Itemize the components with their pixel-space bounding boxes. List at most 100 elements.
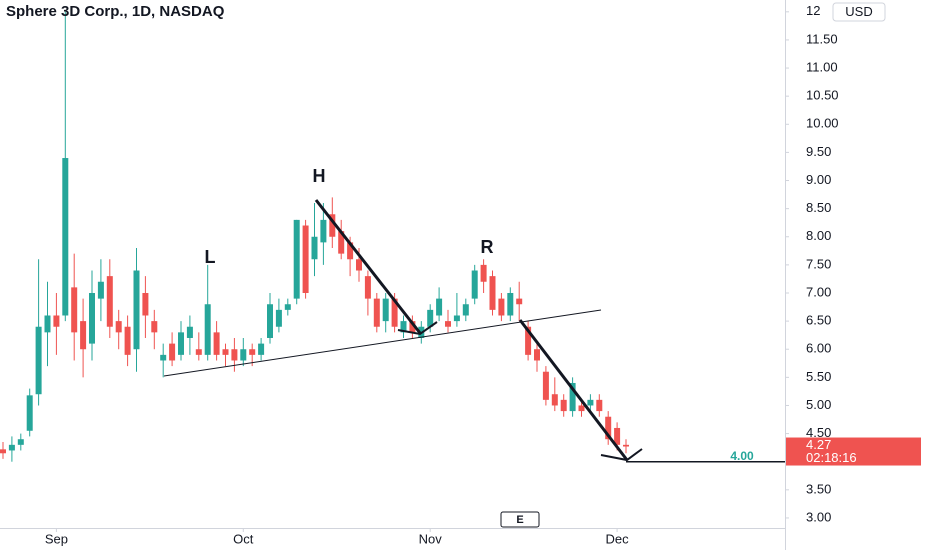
candle-body (400, 321, 407, 333)
candle-body (80, 321, 87, 350)
arrow-head (600, 448, 643, 462)
candle-body (364, 276, 371, 299)
currency-label[interactable]: USD (845, 4, 872, 19)
price-badge-value: 4.27 (806, 437, 831, 452)
candle-body (578, 405, 585, 412)
y-tick-label: 11.00 (806, 59, 838, 74)
candle-body (347, 242, 354, 260)
candle-body (204, 304, 211, 355)
y-tick-label: 9.50 (806, 144, 831, 159)
candle-body (267, 304, 273, 338)
price-badge-countdown: 02:18:16 (806, 450, 857, 465)
candle-body (17, 439, 24, 445)
candle-body (302, 225, 309, 293)
drawings (163, 199, 643, 462)
candle-body (8, 444, 15, 451)
arrow-line (518, 319, 629, 461)
currency-button[interactable] (832, 2, 886, 22)
candle-body (427, 309, 434, 327)
y-tick-label: 8.00 (806, 228, 831, 243)
candle-body (560, 399, 567, 412)
candle-body (249, 349, 256, 355)
candle-body (471, 270, 478, 299)
candle-body (551, 394, 558, 406)
y-tick-label: 4.50 (806, 425, 831, 440)
annotation: H (313, 166, 326, 186)
candle-body (160, 354, 167, 361)
candle-body (391, 298, 398, 327)
candle-body (0, 449, 6, 454)
y-tick-label: 7.00 (806, 284, 831, 299)
y-tick-label: 8.50 (806, 200, 831, 215)
candle-body (44, 315, 51, 333)
candle-body (284, 304, 291, 310)
candle-body (605, 416, 612, 440)
y-tick-label: 7.50 (806, 256, 831, 271)
neckline (163, 309, 602, 377)
candle-body (151, 321, 158, 333)
plot-area: 4.00 (0, 11, 785, 463)
candle-body (623, 444, 629, 447)
target-line-label: 4.00 (730, 449, 754, 463)
candle-body (534, 349, 540, 361)
candle-body (26, 395, 33, 431)
y-tick-label: 10.50 (806, 88, 839, 103)
candle-body (62, 158, 69, 316)
candle-body (462, 304, 469, 316)
x-tick-label: Oct (233, 531, 254, 546)
candle-body (489, 276, 496, 310)
candle-body (115, 321, 122, 333)
y-tick-label: 5.50 (806, 369, 831, 384)
candle-body (373, 298, 380, 327)
time-axis: Sep Oct Nov Dec (45, 528, 629, 546)
arrow-head (397, 321, 438, 336)
price-axis: 3.003.504.004.505.005.506.006.507.007.50… (785, 3, 921, 524)
candle-body (356, 259, 362, 271)
candle-body (53, 315, 60, 327)
candle-body (97, 281, 104, 299)
candle-body (498, 298, 505, 316)
candle-body (195, 349, 202, 355)
candle-body (213, 332, 220, 355)
candle-body (409, 321, 416, 333)
y-tick-label: 6.50 (806, 313, 831, 328)
x-tick-label: Sep (45, 531, 68, 546)
earnings-label[interactable]: E (516, 514, 523, 526)
candle-body (240, 349, 247, 361)
candle-body (106, 276, 113, 327)
price-badge (786, 437, 921, 466)
candle-body (338, 231, 345, 254)
y-tick-label: 10.00 (806, 116, 839, 131)
y-tick-label: 12 (806, 3, 820, 18)
y-tick-label: 6.00 (806, 341, 831, 356)
candle-body (480, 264, 487, 282)
y-tick-label: 11.50 (806, 31, 838, 46)
chart-title: Sphere 3D Corp., 1D, NASDAQ (6, 3, 225, 20)
candle-body (35, 326, 42, 395)
candle-body (231, 349, 238, 361)
arrow-line (314, 199, 422, 334)
candle-body (311, 236, 318, 260)
candle-body (320, 219, 327, 243)
y-tick-label: 5.00 (806, 397, 831, 412)
candle-body (614, 427, 621, 445)
candle-body (178, 332, 184, 355)
candle-body (329, 214, 336, 237)
x-tick-label: Nov (419, 531, 443, 546)
candle-body (124, 326, 131, 355)
annotation: R (481, 237, 494, 257)
earnings-button[interactable] (500, 511, 540, 528)
candle-body (507, 292, 514, 316)
candle-body (445, 321, 451, 327)
candle-body (587, 399, 594, 406)
candle-body (569, 382, 576, 412)
candle-body (516, 298, 523, 305)
candle-body (142, 292, 149, 316)
candle-body (169, 343, 176, 361)
candle-body (382, 298, 389, 322)
y-tick-label: 3.00 (806, 509, 831, 524)
x-tick-label: Dec (606, 531, 630, 546)
